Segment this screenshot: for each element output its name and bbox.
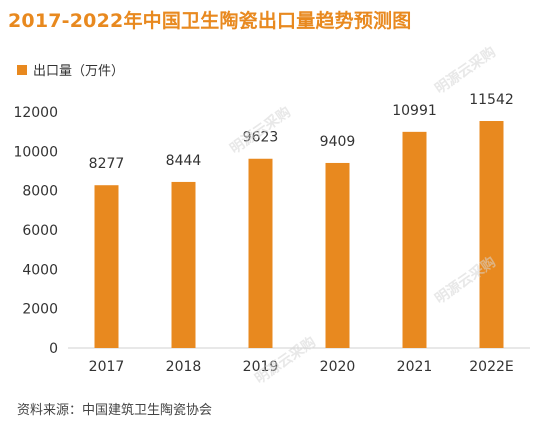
x-tick-label: 2018: [166, 359, 202, 375]
x-tick-label: 2022E: [469, 359, 513, 375]
bar-2019: [248, 158, 273, 348]
bar-2020: [325, 162, 350, 348]
y-tick-label: 6000: [22, 223, 58, 239]
x-tick-label: 2020: [320, 359, 356, 375]
x-tick-label: 2019: [243, 359, 279, 375]
data-label: 10991: [392, 103, 437, 119]
data-label: 8277: [89, 156, 125, 172]
chart-title: 2017-2022年中国卫生陶瓷出口量趋势预测图: [8, 10, 412, 32]
y-tick-label: 8000: [22, 184, 58, 200]
legend-swatch: [17, 64, 27, 75]
data-label: 9409: [320, 134, 356, 150]
source-note: 资料来源：中国建筑卫生陶瓷协会: [17, 403, 213, 418]
x-tick-label: 2021: [397, 359, 433, 375]
y-tick-label: 10000: [13, 144, 58, 160]
y-tick-label: 4000: [22, 262, 58, 278]
bar-2018: [171, 181, 196, 348]
data-label: 9623: [243, 130, 279, 146]
bar-2022E: [479, 121, 504, 349]
data-label: 11542: [469, 92, 514, 108]
x-tick-label: 2017: [89, 359, 125, 375]
data-label: 8444: [166, 153, 202, 169]
bar-2017: [94, 185, 119, 348]
chart-legend: 出口量（万件）: [17, 60, 124, 79]
y-tick-label: 12000: [13, 105, 58, 121]
legend-label: 出口量（万件）: [33, 64, 125, 79]
bar-2021: [402, 131, 427, 348]
y-tick-label: 2000: [22, 302, 58, 318]
y-tick-label: 0: [49, 341, 58, 357]
